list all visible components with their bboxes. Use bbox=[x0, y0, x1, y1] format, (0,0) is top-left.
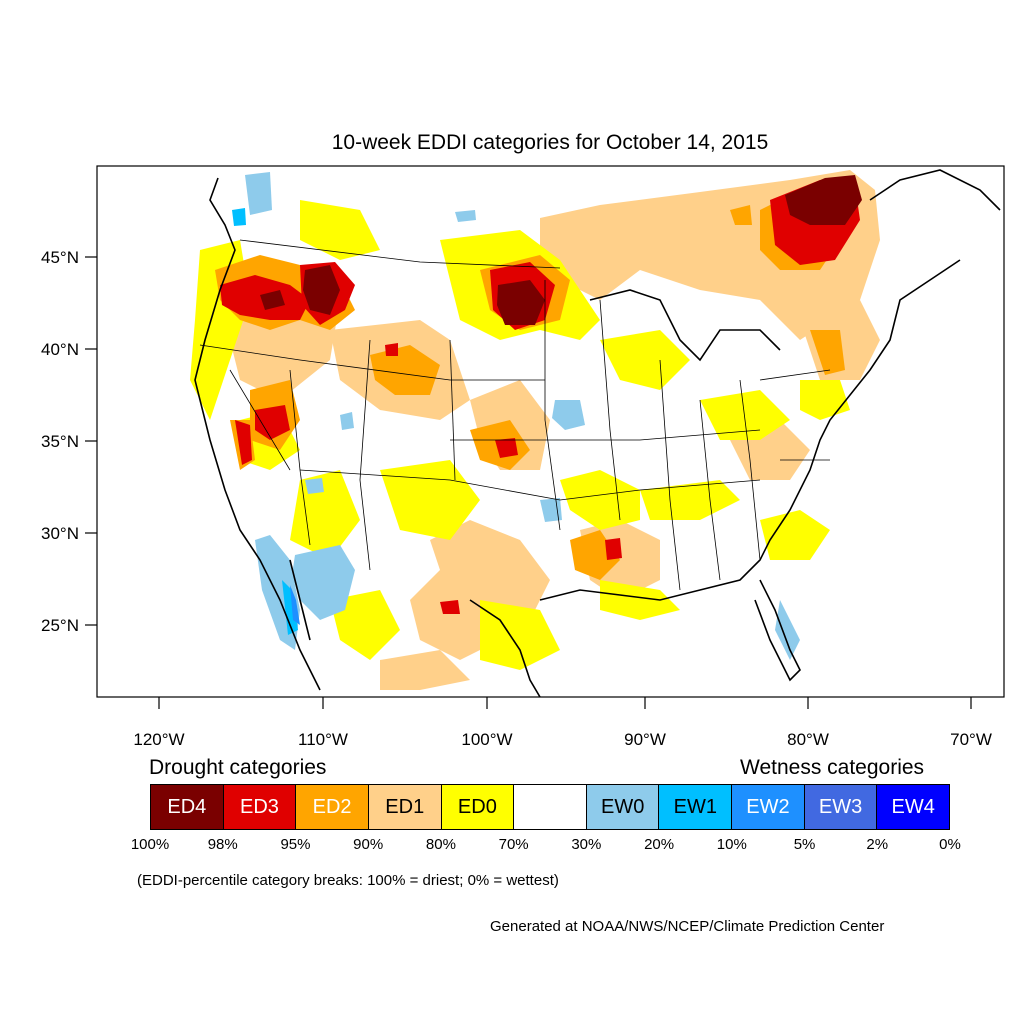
lat-label: 45°N bbox=[41, 248, 79, 267]
ew2-regions bbox=[290, 585, 300, 625]
map-title: 10-week EDDI categories for October 14, … bbox=[331, 131, 769, 154]
lat-label: 35°N bbox=[41, 432, 79, 451]
lat-label: 40°N bbox=[41, 340, 79, 359]
percentile-break-label: 20% bbox=[644, 836, 675, 853]
coastlines bbox=[194, 169, 1001, 697]
percentile-break-label: 30% bbox=[571, 836, 602, 853]
lat-ticks bbox=[85, 256, 97, 626]
lon-label: 90°W bbox=[624, 730, 666, 749]
legend-box-ed2: ED2 bbox=[296, 785, 369, 829]
percentile-break-label: 10% bbox=[716, 836, 747, 853]
percentile-break-label: 100% bbox=[130, 836, 170, 853]
lat-labels: 45°N 40°N 35°N 30°N 25°N bbox=[41, 248, 79, 635]
lon-label: 70°W bbox=[950, 730, 992, 749]
lon-label: 80°W bbox=[787, 730, 829, 749]
percentile-break-label: 80% bbox=[425, 836, 456, 853]
legend-box-ed3: ED3 bbox=[223, 785, 297, 829]
percentile-break-label: 95% bbox=[280, 836, 311, 853]
legend-box-ew0: EW0 bbox=[586, 785, 660, 829]
percentile-break-label: 70% bbox=[498, 836, 529, 853]
lon-ticks bbox=[158, 697, 972, 709]
percentile-break-label: 2% bbox=[866, 836, 889, 853]
lat-label: 30°N bbox=[41, 524, 79, 543]
percentile-break-label: 98% bbox=[207, 836, 238, 853]
ed4-regions bbox=[260, 175, 862, 325]
legend-box-neutral bbox=[514, 785, 587, 829]
lon-labels: 120°W 110°W 100°W 90°W 80°W 70°W bbox=[133, 730, 991, 749]
legend-box-ew2: EW2 bbox=[732, 785, 805, 829]
state-boundaries bbox=[199, 239, 831, 591]
wetness-heading: Wetness categories bbox=[740, 756, 925, 779]
lon-label: 100°W bbox=[461, 730, 512, 749]
percentile-break-label: 0% bbox=[939, 836, 961, 853]
eddi-field bbox=[190, 170, 880, 690]
lon-label: 110°W bbox=[298, 730, 348, 749]
legend-box-ed0: ED0 bbox=[441, 785, 515, 829]
category-note: (EDDI-percentile category breaks: 100% =… bbox=[137, 872, 559, 889]
legend-box-ew3: EW3 bbox=[804, 785, 878, 829]
percentile-break-label: 90% bbox=[353, 836, 384, 853]
legend-box-ed1: ED1 bbox=[368, 785, 442, 829]
legend-box-ew1: EW1 bbox=[659, 785, 733, 829]
lat-label: 25°N bbox=[41, 616, 79, 635]
lon-label: 120°W bbox=[133, 730, 184, 749]
credit-line: Generated at NOAA/NWS/NCEP/Climate Predi… bbox=[490, 918, 885, 935]
drought-heading: Drought categories bbox=[149, 756, 327, 779]
legend-box-ed4: ED4 bbox=[151, 785, 224, 829]
category-legend: ED4 ED3 ED2 ED1 ED0 EW0 EW1 EW2 EW3 EW4 bbox=[150, 784, 950, 830]
percentile-break-label: 5% bbox=[793, 836, 816, 853]
legend-box-ew4: EW4 bbox=[877, 785, 950, 829]
ew1-regions bbox=[232, 208, 298, 635]
map-frame bbox=[96, 165, 1005, 698]
